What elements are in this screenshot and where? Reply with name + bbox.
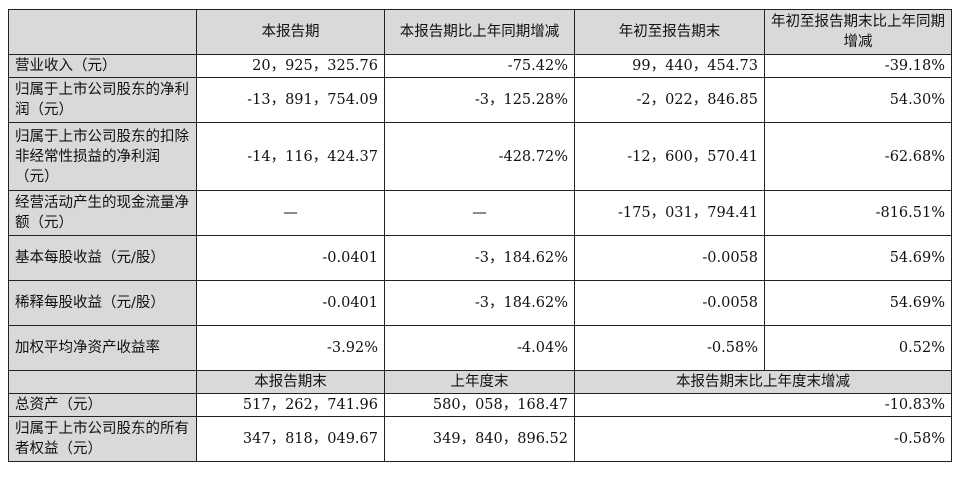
- financial-data-table: 本报告期 本报告期比上年同期增减 年初至报告期末 年初至报告期末比上年同期增减 …: [8, 9, 952, 462]
- cell-value: -0.58%: [574, 416, 952, 462]
- cell-value: -0.58%: [574, 325, 765, 371]
- table-row: 总资产（元） 517，262，741.96 580，058，168.47 -10…: [8, 393, 952, 417]
- table-header-row: 本报告期 本报告期比上年同期增减 年初至报告期末 年初至报告期末比上年同期增减: [8, 9, 952, 55]
- cell-value: -0.0058: [574, 280, 765, 326]
- cell-value-dash: —: [384, 190, 575, 236]
- header-prior-year-end: 上年度末: [384, 370, 575, 394]
- cell-value: 0.52%: [764, 325, 952, 371]
- cell-value-dash: —: [196, 190, 385, 236]
- header-period-end-change: 本报告期末比上年度末增减: [574, 370, 952, 394]
- header-current-period: 本报告期: [196, 9, 385, 55]
- cell-value: -3，184.62%: [384, 280, 575, 326]
- cell-value: 349，840，896.52: [384, 416, 575, 462]
- table-row: 经营活动产生的现金流量净额（元） — — -175，031，794.41 -81…: [8, 190, 952, 236]
- row-label-operating-cash-flow: 经营活动产生的现金流量净额（元）: [8, 190, 197, 236]
- row-label-diluted-eps: 稀释每股收益（元/股）: [8, 280, 197, 326]
- cell-value: -3，125.28%: [384, 77, 575, 123]
- row-label-weighted-roe: 加权平均净资产收益率: [8, 325, 197, 371]
- table-row: 归属于上市公司股东的扣除非经常性损益的净利润（元） -14，116，424.37…: [8, 122, 952, 191]
- row-label-total-assets: 总资产（元）: [8, 393, 197, 417]
- cell-value: -39.18%: [764, 54, 952, 78]
- header-ytd-yoy: 年初至报告期末比上年同期增减: [764, 9, 952, 55]
- header-period-end: 本报告期末: [196, 370, 385, 394]
- cell-value: -4.04%: [384, 325, 575, 371]
- table-row: 归属于上市公司股东的所有者权益（元） 347，818，049.67 349，84…: [8, 416, 952, 462]
- cell-value: -0.0058: [574, 235, 765, 281]
- header2-blank: [8, 370, 197, 394]
- cell-value: 54.69%: [764, 235, 952, 281]
- header-current-period-yoy: 本报告期比上年同期增减: [384, 9, 575, 55]
- header-ytd: 年初至报告期末: [574, 9, 765, 55]
- cell-value: -62.68%: [764, 122, 952, 191]
- cell-value: -12，600，570.41: [574, 122, 765, 191]
- cell-value: -13，891，754.09: [196, 77, 385, 123]
- table-row: 营业收入（元） 20，925，325.76 -75.42% 99，440，454…: [8, 54, 952, 78]
- row-label-owners-equity: 归属于上市公司股东的所有者权益（元）: [8, 416, 197, 462]
- cell-value: 99，440，454.73: [574, 54, 765, 78]
- row-label-basic-eps: 基本每股收益（元/股）: [8, 235, 197, 281]
- table-row: 稀释每股收益（元/股） -0.0401 -3，184.62% -0.0058 5…: [8, 280, 952, 326]
- cell-value: -14，116，424.37: [196, 122, 385, 191]
- cell-value: -428.72%: [384, 122, 575, 191]
- header-blank: [8, 9, 197, 55]
- table-header-row-2: 本报告期末 上年度末 本报告期末比上年度末增减: [8, 370, 952, 394]
- cell-value: -2，022，846.85: [574, 77, 765, 123]
- table-row: 加权平均净资产收益率 -3.92% -4.04% -0.58% 0.52%: [8, 325, 952, 371]
- table-row: 归属于上市公司股东的净利润（元） -13，891，754.09 -3，125.2…: [8, 77, 952, 123]
- cell-value: -3.92%: [196, 325, 385, 371]
- row-label-net-profit-deducted: 归属于上市公司股东的扣除非经常性损益的净利润（元）: [8, 122, 197, 191]
- cell-value: -10.83%: [574, 393, 952, 417]
- cell-value: -816.51%: [764, 190, 952, 236]
- cell-value: -3，184.62%: [384, 235, 575, 281]
- table-row: 基本每股收益（元/股） -0.0401 -3，184.62% -0.0058 5…: [8, 235, 952, 281]
- cell-value: 517，262，741.96: [196, 393, 385, 417]
- cell-value: 54.30%: [764, 77, 952, 123]
- row-label-net-profit: 归属于上市公司股东的净利润（元）: [8, 77, 197, 123]
- row-label-revenue: 营业收入（元）: [8, 54, 197, 78]
- cell-value: -0.0401: [196, 280, 385, 326]
- cell-value: 54.69%: [764, 280, 952, 326]
- cell-value: 580，058，168.47: [384, 393, 575, 417]
- report-wrapper: 本报告期 本报告期比上年同期增减 年初至报告期末 年初至报告期末比上年同期增减 …: [8, 9, 952, 462]
- cell-value: -75.42%: [384, 54, 575, 78]
- cell-value: -175，031，794.41: [574, 190, 765, 236]
- cell-value: 347，818，049.67: [196, 416, 385, 462]
- cell-value: 20，925，325.76: [196, 54, 385, 78]
- cell-value: -0.0401: [196, 235, 385, 281]
